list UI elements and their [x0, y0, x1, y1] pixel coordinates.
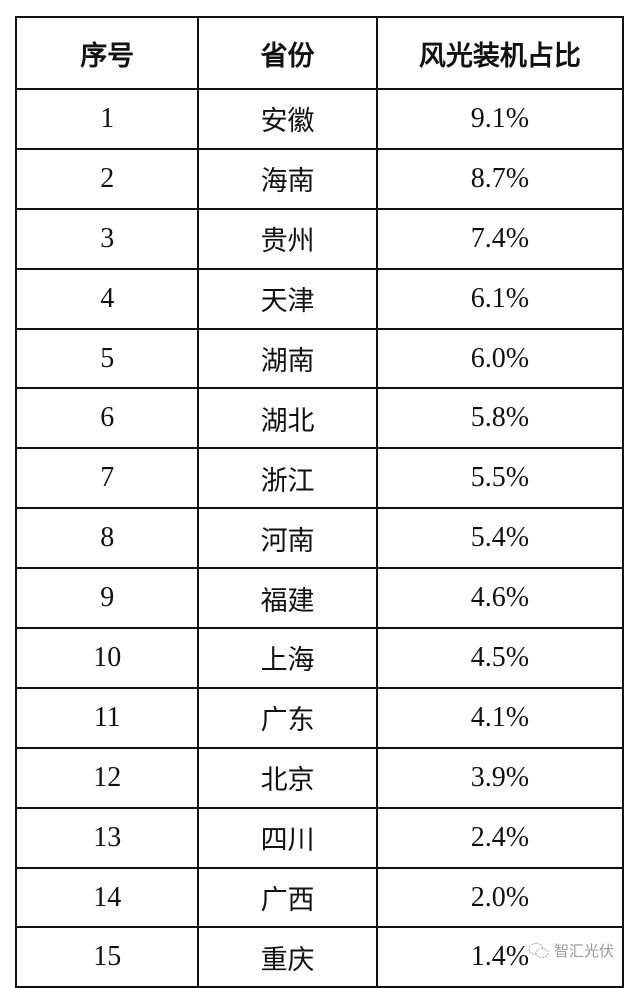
table-row: 8 河南 5.4%: [14, 507, 625, 570]
share-cell: 3.9%: [375, 746, 625, 809]
province-cell: 贵州: [197, 207, 378, 270]
province-cell: 广东: [197, 686, 378, 749]
rank-cell: 10: [14, 627, 200, 689]
province-cell: 河南: [197, 507, 378, 570]
share-cell: 2.0%: [375, 866, 625, 929]
share-cell: 5.8%: [375, 387, 625, 450]
wind-solar-share-table: 序号 省份 风光装机占比 1 安徽 9.1% 2 海南 8.7% 3 贵州 7.4% 4 天津 6.1…: [14, 16, 625, 988]
share-cell: 9.1%: [375, 88, 625, 150]
province-cell: 北京: [197, 746, 378, 809]
province-cell: 湖南: [197, 327, 378, 390]
share-cell: 4.1%: [375, 686, 625, 749]
rank-cell: 8: [14, 507, 200, 570]
table-row: 12 北京 3.9%: [14, 746, 625, 809]
table-row: 9 福建 4.6%: [14, 567, 625, 630]
table-row: 7 浙江 5.5%: [14, 447, 625, 510]
table-row: 13 四川 2.4%: [14, 806, 625, 869]
watermark-text: 智汇光伏: [554, 942, 615, 960]
header-rank: 序号: [14, 16, 200, 90]
table-row: 5 湖南 6.0%: [14, 327, 625, 390]
rank-cell: 5: [14, 327, 200, 390]
province-cell: 海南: [197, 147, 378, 210]
province-cell: 浙江: [197, 447, 378, 510]
share-cell: 8.7%: [375, 147, 625, 210]
province-cell: 重庆: [197, 926, 378, 988]
share-cell: 4.5%: [375, 627, 625, 689]
rank-cell: 1: [14, 88, 200, 150]
rank-cell: 9: [14, 567, 200, 630]
province-cell: 天津: [197, 267, 378, 330]
rank-cell: 12: [14, 746, 200, 809]
watermark: 智汇光伏: [528, 940, 614, 961]
table-row: 4 天津 6.1%: [14, 267, 625, 330]
rank-cell: 11: [14, 686, 200, 749]
table-row: 1 安徽 9.1%: [14, 88, 625, 150]
share-cell: 6.0%: [375, 327, 625, 390]
province-cell: 上海: [197, 627, 378, 689]
share-cell: 2.4%: [375, 806, 625, 869]
rank-cell: 14: [14, 866, 200, 929]
share-cell: 4.6%: [375, 567, 625, 630]
share-cell: 7.4%: [375, 207, 625, 270]
province-cell: 广西: [197, 866, 378, 929]
share-cell: 1.4%: [375, 926, 625, 988]
rank-cell: 7: [14, 447, 200, 510]
province-cell: 湖北: [197, 387, 378, 450]
table-row: 2 海南 8.7%: [14, 147, 625, 210]
rank-cell: 15: [14, 926, 200, 988]
share-cell: 5.4%: [375, 507, 625, 570]
share-cell: 6.1%: [375, 267, 625, 330]
header-province: 省份: [197, 16, 378, 90]
table-row: 3 贵州 7.4%: [14, 207, 625, 270]
rank-cell: 4: [14, 267, 200, 330]
rank-cell: 2: [14, 147, 200, 210]
share-cell: 5.5%: [375, 447, 625, 510]
table-row: 6 湖北 5.8%: [14, 387, 625, 450]
header-row: 序号 省份 风光装机占比: [14, 16, 625, 90]
table-row: 10 上海 4.5%: [14, 627, 625, 689]
province-cell: 安徽: [197, 88, 378, 150]
table-row: 14 广西 2.0%: [14, 866, 625, 929]
rank-cell: 3: [14, 207, 200, 270]
table-row: 11 广东 4.1%: [14, 686, 625, 749]
table-row: 15 重庆 1.4%: [14, 926, 625, 988]
province-cell: 四川: [197, 806, 378, 869]
province-cell: 福建: [197, 567, 378, 630]
header-share: 风光装机占比: [375, 16, 625, 90]
rank-cell: 13: [14, 806, 200, 869]
rank-cell: 6: [14, 387, 200, 450]
wechat-icon: [528, 942, 549, 958]
